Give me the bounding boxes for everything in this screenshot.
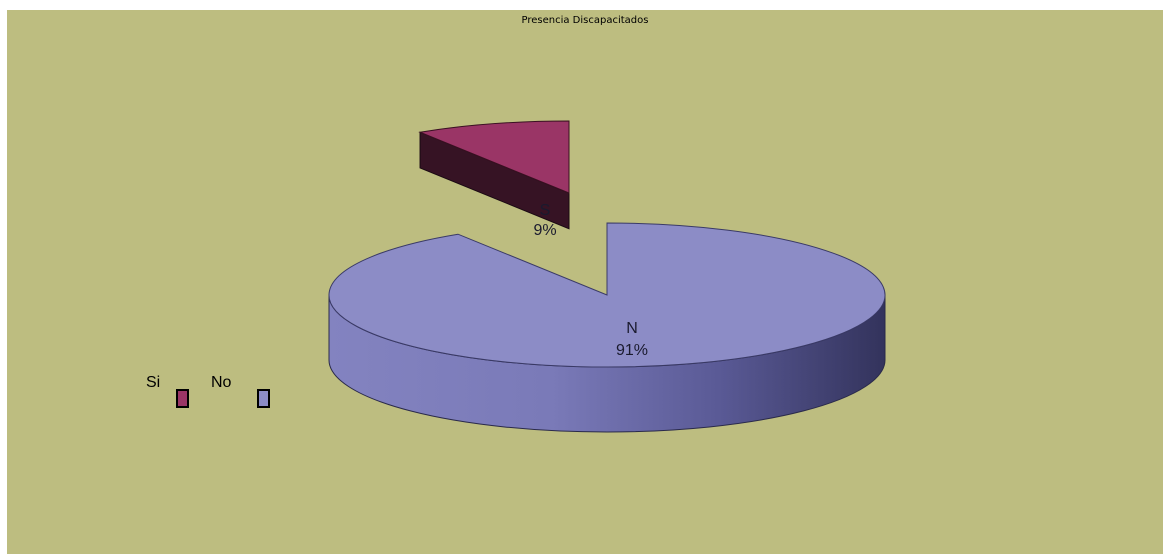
legend-swatch-no bbox=[257, 389, 270, 408]
legend-label-si: Si bbox=[146, 374, 161, 391]
slice-label-n-value: 91% bbox=[616, 342, 648, 359]
slice-label-s-name: S bbox=[540, 202, 551, 219]
pie-slice-s bbox=[418, 120, 570, 194]
legend-swatch-si bbox=[176, 389, 189, 408]
plot-area bbox=[7, 10, 1163, 554]
legend-label-no: No bbox=[211, 374, 232, 391]
pie-slices: S 9% N 91% bbox=[328, 120, 886, 433]
chart-title: Presencia Discapacitados bbox=[521, 15, 649, 26]
slice-label-n-name: N bbox=[626, 320, 638, 337]
slice-label-s-value: 9% bbox=[533, 222, 556, 239]
pie-slice-n bbox=[328, 222, 886, 368]
